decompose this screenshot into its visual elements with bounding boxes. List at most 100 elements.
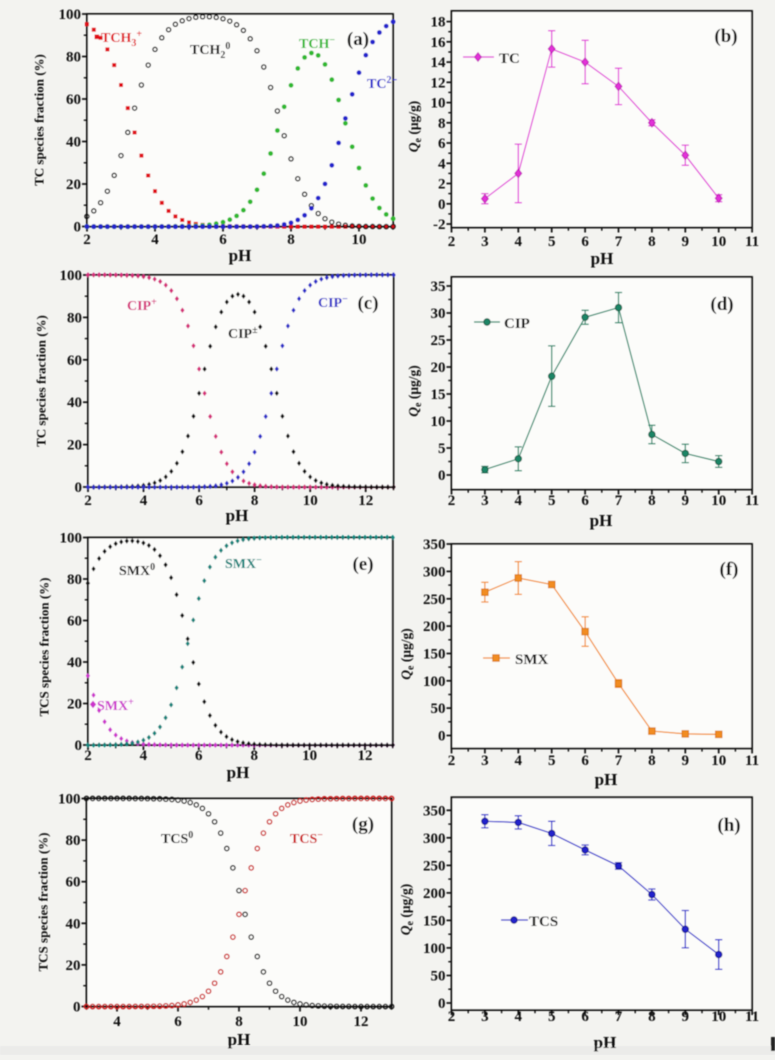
svg-text:200: 200 xyxy=(423,886,446,902)
svg-text:0: 0 xyxy=(75,480,83,496)
svg-text:80: 80 xyxy=(67,572,82,588)
svg-text:(e): (e) xyxy=(352,554,373,575)
svg-text:pH: pH xyxy=(590,511,613,530)
svg-text:50: 50 xyxy=(431,701,446,717)
svg-text:SMX+: SMX+ xyxy=(97,697,134,714)
svg-text:0: 0 xyxy=(75,738,83,754)
svg-text:0: 0 xyxy=(74,220,82,236)
svg-text:15: 15 xyxy=(431,387,446,403)
svg-text:CIP+: CIP+ xyxy=(127,297,157,314)
svg-text:300: 300 xyxy=(423,564,446,580)
svg-text:9: 9 xyxy=(682,753,690,769)
svg-text:pH: pH xyxy=(227,763,250,782)
svg-text:8: 8 xyxy=(251,493,259,509)
svg-text:(b): (b) xyxy=(714,26,737,47)
svg-text:2: 2 xyxy=(448,753,456,769)
svg-text:6: 6 xyxy=(195,748,203,764)
svg-text:300: 300 xyxy=(423,831,446,847)
svg-text:100: 100 xyxy=(60,268,83,284)
svg-text:0: 0 xyxy=(438,197,446,213)
svg-text:16: 16 xyxy=(431,35,447,51)
svg-text:4: 4 xyxy=(515,493,523,509)
svg-text:60: 60 xyxy=(66,875,81,891)
svg-text:10: 10 xyxy=(303,493,318,509)
svg-text:250: 250 xyxy=(423,858,446,874)
svg-text:SMX: SMX xyxy=(515,652,549,668)
svg-text:3: 3 xyxy=(481,753,489,769)
svg-text:100: 100 xyxy=(423,941,446,957)
svg-text:(d): (d) xyxy=(710,294,733,315)
svg-text:8: 8 xyxy=(250,748,258,764)
svg-text:4: 4 xyxy=(438,156,446,172)
svg-text:6: 6 xyxy=(581,1009,589,1025)
svg-text:18: 18 xyxy=(431,15,446,31)
svg-text:10: 10 xyxy=(711,753,726,769)
svg-text:Qe (μg/g): Qe (μg/g) xyxy=(399,628,417,679)
svg-text:pH: pH xyxy=(226,506,249,525)
svg-text:7: 7 xyxy=(615,493,623,509)
svg-text:pH: pH xyxy=(594,1033,617,1052)
svg-text:40: 40 xyxy=(66,135,81,151)
svg-text:SMX−: SMX− xyxy=(225,555,262,572)
svg-text:100: 100 xyxy=(59,7,82,23)
svg-text:350: 350 xyxy=(423,803,446,819)
svg-text:10: 10 xyxy=(302,748,317,764)
svg-text:CIP−: CIP− xyxy=(318,294,348,311)
svg-text:7: 7 xyxy=(615,1009,623,1025)
svg-text:11: 11 xyxy=(745,493,759,509)
svg-text:150: 150 xyxy=(423,647,446,663)
svg-text:2: 2 xyxy=(438,177,446,193)
svg-text:(c): (c) xyxy=(357,293,378,314)
svg-text:CIP±: CIP± xyxy=(228,325,258,342)
svg-text:TCS−: TCS− xyxy=(290,830,323,847)
svg-text:60: 60 xyxy=(67,353,82,369)
svg-text:12: 12 xyxy=(354,1014,369,1030)
svg-text:TC species fraction (%): TC species fraction (%) xyxy=(34,315,49,447)
svg-text:3: 3 xyxy=(481,1009,489,1025)
svg-text:TCS: TCS xyxy=(529,914,558,930)
svg-text:8: 8 xyxy=(287,232,295,248)
svg-text:7: 7 xyxy=(615,753,623,769)
svg-text:250: 250 xyxy=(423,592,446,608)
svg-text:TCS0: TCS0 xyxy=(161,830,193,847)
svg-text:0: 0 xyxy=(438,468,446,484)
svg-text:pH: pH xyxy=(228,1030,251,1049)
svg-text:6: 6 xyxy=(438,136,446,152)
svg-text:20: 20 xyxy=(431,360,446,376)
svg-text:10: 10 xyxy=(431,96,446,112)
svg-text:20: 20 xyxy=(67,697,82,713)
svg-text:8: 8 xyxy=(648,234,656,250)
svg-text:80: 80 xyxy=(66,833,81,849)
svg-text:80: 80 xyxy=(66,50,81,66)
svg-text:10: 10 xyxy=(711,493,726,509)
svg-text:7: 7 xyxy=(615,234,623,250)
svg-text:4: 4 xyxy=(140,493,148,509)
svg-text:4: 4 xyxy=(113,1014,121,1030)
svg-text:100: 100 xyxy=(60,531,83,547)
svg-text:8: 8 xyxy=(235,1014,243,1030)
svg-text:35: 35 xyxy=(431,279,446,295)
svg-text:TCS species fraction (%): TCS species fraction (%) xyxy=(37,577,52,716)
svg-text:25: 25 xyxy=(431,333,446,349)
svg-text:2: 2 xyxy=(448,234,456,250)
svg-text:(f): (f) xyxy=(720,559,739,580)
svg-text:2: 2 xyxy=(84,748,92,764)
svg-text:3: 3 xyxy=(481,234,489,250)
svg-text:6: 6 xyxy=(195,493,203,509)
svg-text:5: 5 xyxy=(548,493,556,509)
svg-text:10: 10 xyxy=(431,414,446,430)
svg-text:4: 4 xyxy=(140,748,148,764)
svg-text:2: 2 xyxy=(84,493,92,509)
svg-text:4: 4 xyxy=(515,1009,523,1025)
svg-text:SMX0: SMX0 xyxy=(119,562,155,579)
svg-text:Qe (μg/g): Qe (μg/g) xyxy=(406,101,424,152)
svg-text:100: 100 xyxy=(423,674,446,690)
svg-text:TCH20: TCH20 xyxy=(190,41,230,61)
svg-text:30: 30 xyxy=(431,306,446,322)
svg-text:10: 10 xyxy=(711,234,726,250)
svg-text:6: 6 xyxy=(219,232,227,248)
svg-text:Qe (μg/g): Qe (μg/g) xyxy=(398,884,416,935)
svg-text:9: 9 xyxy=(682,1009,690,1025)
svg-text:100: 100 xyxy=(58,792,81,808)
svg-text:5: 5 xyxy=(548,753,556,769)
